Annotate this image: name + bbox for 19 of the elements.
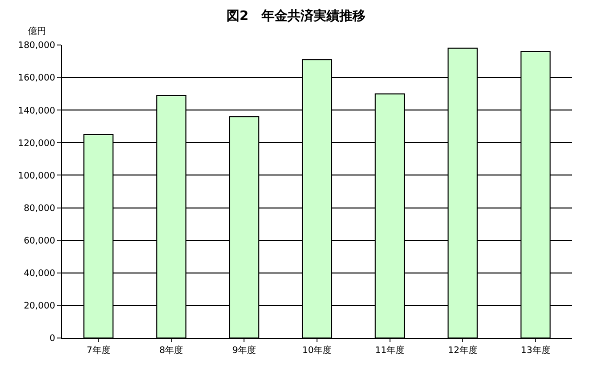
y-axis-title: 億円 [28,26,46,37]
x-tick-label: 12年度 [448,344,478,356]
x-tick-label: 8年度 [159,344,184,356]
x-tick-label: 9年度 [232,344,256,356]
chart-title: 図2 年金共済実績推移 [226,8,366,24]
y-tick-label: 0 [49,334,56,344]
x-tick-label: 10年度 [302,344,332,356]
x-tick-label: 11年度 [375,344,405,356]
y-tick-label: 80,000 [24,204,56,214]
y-tick-label: 20,000 [24,302,56,312]
y-tick-label: 180,000 [18,41,56,52]
y-tick-label: 140,000 [18,106,56,116]
x-tick-label: 7年度 [86,344,110,356]
y-tick-label: 40,000 [24,269,56,280]
y-tick-label: 120,000 [18,138,56,149]
y-tick-label: 100,000 [18,171,56,182]
x-tick-label: 13年度 [520,344,550,356]
y-tick-label: 60,000 [24,236,56,246]
y-tick-label: 160,000 [18,74,56,84]
